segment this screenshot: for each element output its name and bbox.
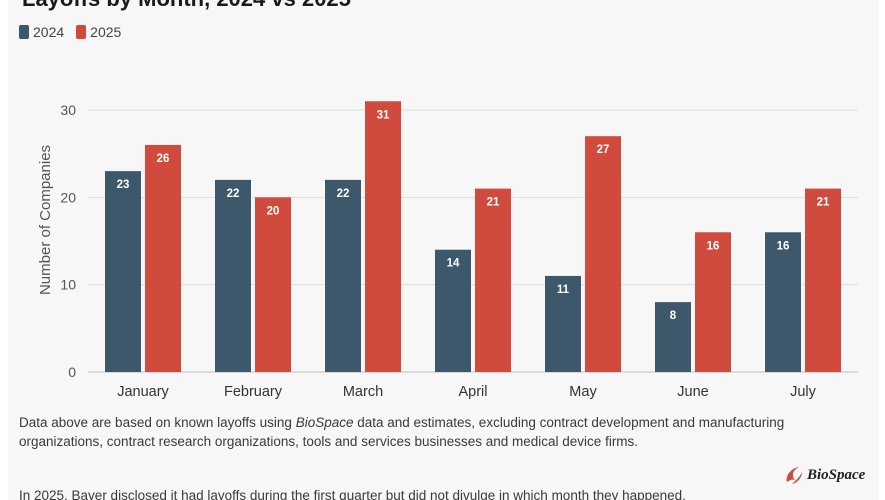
footnote: Data above are based on known layoffs us… — [19, 414, 789, 451]
bar-2025-july — [805, 188, 841, 372]
data-label: 21 — [817, 197, 830, 209]
x-tick-label: February — [224, 384, 283, 400]
bar-2025-march — [365, 101, 401, 373]
chart-panel: Layoffs by Month, 2024 vs 2025 2024 2025… — [8, 0, 879, 500]
data-label: 8 — [670, 310, 677, 322]
x-tick-label: June — [677, 384, 708, 400]
bar-2024-january — [105, 171, 141, 372]
bar-2024-february — [215, 179, 251, 372]
data-label: 26 — [157, 153, 170, 165]
legend: 2024 2025 — [19, 24, 121, 40]
bar-2025-february — [255, 197, 291, 372]
y-tick-label: 10 — [60, 277, 76, 293]
chart-title: Layoffs by Month, 2024 vs 2025 — [22, 0, 351, 12]
bar-chart: 0 10 20 30 Number of Companies 23 26 January 22 2… — [37, 101, 858, 400]
bar-2024-may — [545, 275, 581, 372]
bar-2025-june — [695, 232, 731, 372]
brand-name: BioSpace — [807, 466, 866, 483]
data-label: 14 — [447, 258, 460, 270]
data-label: 16 — [777, 240, 790, 252]
data-label: 22 — [337, 188, 350, 200]
data-label: 20 — [267, 205, 280, 217]
footnote-source: BioSpace — [295, 415, 354, 430]
legend-swatch-2024 — [19, 25, 29, 39]
data-label: 16 — [707, 240, 720, 252]
x-tick-label: April — [458, 384, 487, 400]
data-label: 22 — [227, 188, 240, 200]
x-tick-label: May — [569, 384, 597, 400]
bar-2024-march — [325, 179, 361, 372]
x-tick-label: March — [343, 384, 383, 400]
y-tick-label: 30 — [60, 102, 76, 118]
footnote-suffix: data and estimates, excluding contract d… — [19, 415, 785, 449]
bar-2025-april — [475, 188, 511, 372]
y-tick-label: 20 — [60, 189, 76, 205]
legend-label-2024: 2024 — [33, 24, 65, 40]
data-label: 11 — [557, 284, 570, 296]
legend-item-2024: 2024 — [19, 24, 64, 40]
data-label: 21 — [487, 197, 500, 209]
data-label: 31 — [377, 109, 390, 121]
x-tick-label: July — [790, 384, 817, 400]
legend-swatch-2025 — [76, 25, 87, 39]
legend-item-2025: 2025 — [76, 24, 121, 40]
legend-label-2025: 2025 — [90, 24, 122, 40]
bar-2024-july — [765, 232, 801, 372]
footnote-prefix: Data above are based on known layoffs us… — [19, 415, 296, 430]
bar-2024-june — [655, 302, 691, 372]
bar-2024-april — [435, 249, 471, 372]
bar-2025-january — [145, 144, 181, 372]
data-label: 27 — [597, 144, 610, 156]
brand-logo: BioSpace — [783, 464, 865, 486]
biospace-logo-icon — [786, 467, 802, 484]
secondary-note: In 2025, Bayer disclosed it had layoffs … — [19, 488, 686, 500]
y-tick-label: 0 — [68, 364, 76, 380]
x-tick-label: January — [117, 384, 169, 400]
y-axis-label: Number of Companies — [37, 145, 54, 295]
data-label: 23 — [117, 179, 130, 191]
bar-2025-may — [585, 136, 621, 372]
